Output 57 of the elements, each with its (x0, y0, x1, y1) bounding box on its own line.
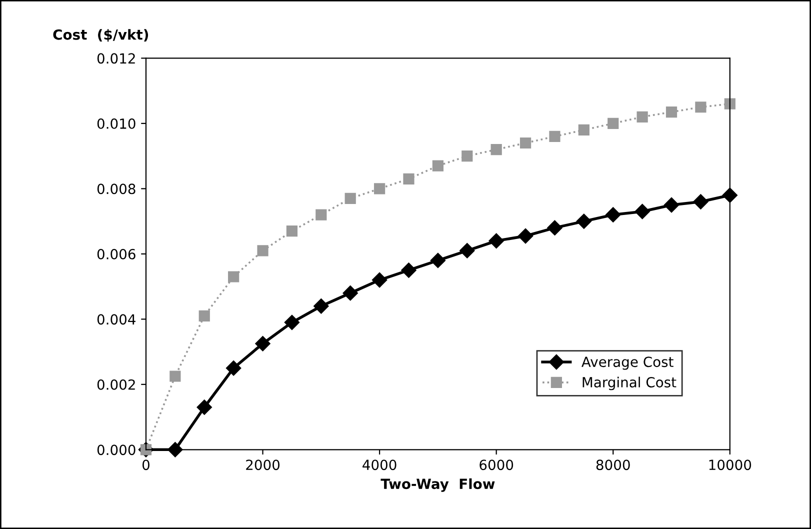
point (342, 285, 358, 301)
y-tick-label: 0.002 (97, 379, 135, 390)
point (403, 173, 414, 184)
x-tick-label: 0 (142, 460, 150, 470)
point (664, 197, 680, 213)
y-tick-label: 0.006 (97, 248, 136, 260)
point (547, 220, 562, 236)
point (636, 111, 648, 122)
x-axis-title: Two-Way Flow (380, 478, 495, 492)
point (196, 400, 212, 415)
legend-label: Average Cost (582, 356, 674, 370)
point (344, 192, 356, 204)
y-tick-label: 0.010 (97, 118, 136, 129)
point (284, 314, 300, 330)
point (549, 130, 560, 142)
point (372, 272, 388, 288)
y-tick-label: 0.008 (97, 184, 136, 194)
point (316, 209, 327, 220)
point (695, 102, 706, 113)
point (724, 98, 736, 110)
point (460, 243, 475, 258)
y-axis-title: Cost ($/vkt) (53, 29, 148, 42)
x-tick-label: 2000 (246, 460, 280, 470)
point (257, 245, 268, 256)
legend-label: Marginal Cost (582, 376, 676, 390)
point (518, 228, 534, 244)
point (490, 144, 502, 156)
point (462, 150, 473, 162)
point (430, 252, 446, 268)
y-tick-label: 0.012 (97, 53, 135, 64)
x-tick-label: 10000 (709, 460, 752, 470)
point (314, 298, 329, 314)
point (286, 226, 298, 237)
point (228, 271, 240, 282)
point (432, 160, 444, 172)
point (170, 370, 181, 382)
point (226, 360, 242, 376)
point (576, 214, 592, 229)
point (578, 124, 590, 136)
point (255, 336, 270, 352)
point (693, 194, 708, 210)
point (608, 118, 619, 129)
point (666, 106, 678, 118)
x-tick-label: 6000 (480, 460, 514, 470)
point (374, 183, 386, 194)
point (168, 442, 183, 458)
point (488, 233, 504, 248)
point (520, 137, 532, 149)
y-tick-label: 0.004 (97, 314, 136, 325)
point (401, 262, 416, 278)
point (634, 204, 650, 220)
x-tick-label: 4000 (362, 460, 396, 470)
point (606, 207, 621, 222)
point (722, 188, 738, 203)
x-tick-label: 8000 (596, 460, 630, 470)
y-tick-label: 0.000 (97, 444, 136, 456)
point (198, 310, 210, 322)
